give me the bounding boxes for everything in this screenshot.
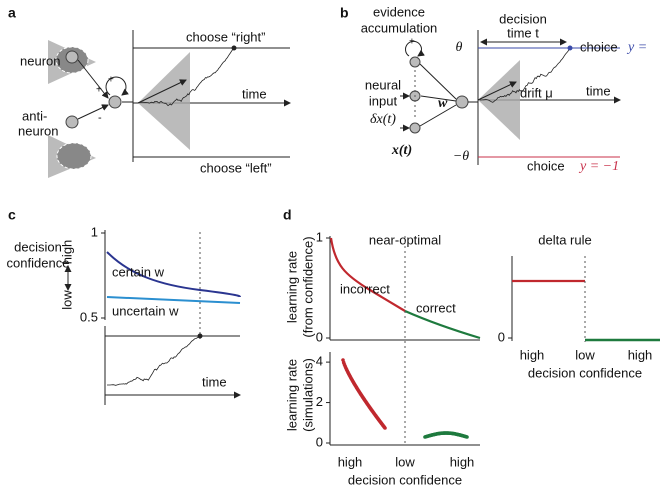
label: (from confidence) xyxy=(300,236,315,337)
y-tick-label: 2 xyxy=(316,394,323,409)
label: high xyxy=(59,240,74,265)
shape xyxy=(66,116,78,128)
label: x(t) xyxy=(391,143,412,158)
label: δx(t) xyxy=(370,112,396,127)
label: d xyxy=(283,207,292,223)
label: correct xyxy=(416,300,456,315)
label: evidence xyxy=(373,4,425,19)
label: + xyxy=(96,85,102,96)
x-tick-label: high xyxy=(628,347,653,362)
label: accumulation xyxy=(361,20,438,35)
shape xyxy=(410,57,420,67)
label: low xyxy=(59,290,74,310)
x-tick-label: high xyxy=(338,454,363,469)
label: neuron xyxy=(20,53,60,68)
y-tick-label: 0.5 xyxy=(80,309,98,324)
shape xyxy=(57,143,91,169)
shape xyxy=(78,105,108,119)
simulation-point xyxy=(465,435,469,439)
x-tick-label: high xyxy=(520,347,545,362)
shape xyxy=(66,51,78,63)
label: near-optimal xyxy=(369,232,441,247)
y-tick-label: 1 xyxy=(91,224,98,239)
panel-a: a + + - neuron anti- neuron choose “righ… xyxy=(8,5,290,178)
label: decision xyxy=(14,239,62,254)
label: time t xyxy=(507,25,539,40)
label: c xyxy=(8,207,16,223)
shape xyxy=(456,96,468,108)
label: decision confidence xyxy=(348,472,462,485)
shape xyxy=(410,123,420,133)
label: neural xyxy=(365,77,401,92)
x-tick-label: high xyxy=(450,454,475,469)
label: + xyxy=(108,75,114,86)
label: learning rate xyxy=(284,251,299,323)
label: - xyxy=(98,112,102,124)
label: decision confidence xyxy=(528,365,642,380)
y-tick-label: 4 xyxy=(316,354,323,369)
y-tick-label: 0 xyxy=(316,329,323,344)
y-tick-label: 0 xyxy=(316,434,323,449)
label: + xyxy=(409,37,415,48)
label: uncertain w xyxy=(112,303,179,318)
label: time xyxy=(586,83,611,98)
label: choice xyxy=(527,158,565,173)
panel-c: c decision confidence low high certain w… xyxy=(7,207,240,405)
shape xyxy=(420,64,456,99)
label: time xyxy=(202,374,227,389)
label: learning rate xyxy=(284,359,299,431)
shape xyxy=(109,96,121,108)
page: Figure {"a": {"label": "a", "neuron": "n… xyxy=(0,0,662,485)
label: choice xyxy=(580,39,618,54)
label: choose “right” xyxy=(186,29,265,44)
label: delta rule xyxy=(538,232,591,247)
body: a + + - neuron anti- neuron choose “righ… xyxy=(0,0,662,485)
shape xyxy=(138,52,190,150)
label: incorrect xyxy=(340,281,390,296)
shape xyxy=(568,46,573,51)
label: y = −1 xyxy=(578,159,619,174)
panel-d: d near-optimal learning rate (from confi… xyxy=(283,207,660,485)
label: θ xyxy=(456,40,463,55)
label: input xyxy=(369,93,398,108)
label: (simulations) xyxy=(300,358,315,432)
label: time xyxy=(242,86,267,101)
label: drift μ xyxy=(520,85,553,100)
shape xyxy=(107,336,200,385)
label: anti- xyxy=(22,108,47,123)
shape xyxy=(107,297,240,303)
label: neuron xyxy=(18,123,58,138)
label: choose “left” xyxy=(200,160,272,175)
label: b xyxy=(340,5,349,21)
shape xyxy=(198,334,203,339)
y-tick-label: 1 xyxy=(316,229,323,244)
panel-b: b evidence accumulation neural input δx(… xyxy=(340,4,647,174)
simulation-point xyxy=(383,426,387,430)
label: certain w xyxy=(112,264,165,279)
shape xyxy=(331,238,405,311)
label: decision xyxy=(499,11,547,26)
label: a xyxy=(8,5,16,21)
label: −θ xyxy=(453,149,469,164)
y-tick-label: 0 xyxy=(498,329,505,344)
shape xyxy=(78,60,108,98)
label: y = xyxy=(626,40,647,55)
x-tick-label: low xyxy=(575,347,595,362)
x-tick-label: low xyxy=(395,454,415,469)
shape xyxy=(232,46,237,51)
figure: a + + - neuron anti- neuron choose “righ… xyxy=(0,0,662,485)
